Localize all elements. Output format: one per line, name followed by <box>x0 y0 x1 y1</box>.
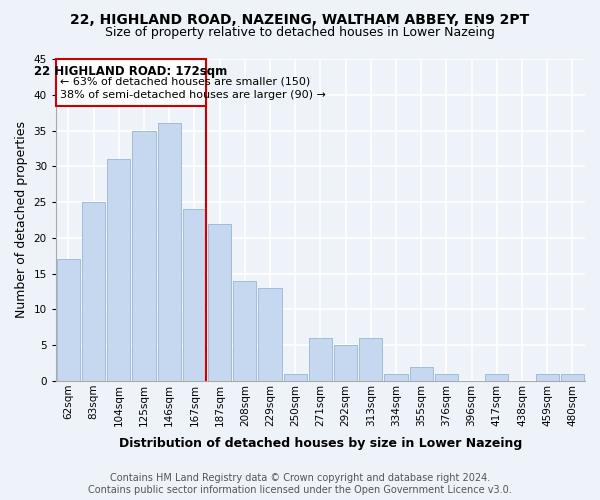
Bar <box>385 374 407 381</box>
Bar <box>359 338 382 381</box>
Bar <box>56 59 206 106</box>
Bar <box>259 288 281 381</box>
Bar <box>284 374 307 381</box>
Text: 38% of semi-detached houses are larger (90) →: 38% of semi-detached houses are larger (… <box>59 90 325 100</box>
Bar <box>158 124 181 381</box>
Text: 22 HIGHLAND ROAD: 172sqm: 22 HIGHLAND ROAD: 172sqm <box>34 64 227 78</box>
Bar <box>536 374 559 381</box>
Text: Contains HM Land Registry data © Crown copyright and database right 2024.
Contai: Contains HM Land Registry data © Crown c… <box>88 474 512 495</box>
Text: ← 63% of detached houses are smaller (150): ← 63% of detached houses are smaller (15… <box>59 77 310 87</box>
Bar <box>485 374 508 381</box>
Bar <box>133 130 155 381</box>
Text: Size of property relative to detached houses in Lower Nazeing: Size of property relative to detached ho… <box>105 26 495 39</box>
Y-axis label: Number of detached properties: Number of detached properties <box>15 122 28 318</box>
Bar <box>107 159 130 381</box>
Bar <box>435 374 458 381</box>
Bar <box>334 345 357 381</box>
Text: 22, HIGHLAND ROAD, NAZEING, WALTHAM ABBEY, EN9 2PT: 22, HIGHLAND ROAD, NAZEING, WALTHAM ABBE… <box>70 12 530 26</box>
X-axis label: Distribution of detached houses by size in Lower Nazeing: Distribution of detached houses by size … <box>119 437 522 450</box>
Bar <box>309 338 332 381</box>
Bar <box>57 260 80 381</box>
Bar <box>233 281 256 381</box>
Bar <box>561 374 584 381</box>
Bar <box>208 224 231 381</box>
Bar <box>183 210 206 381</box>
Bar <box>82 202 105 381</box>
Bar <box>410 366 433 381</box>
